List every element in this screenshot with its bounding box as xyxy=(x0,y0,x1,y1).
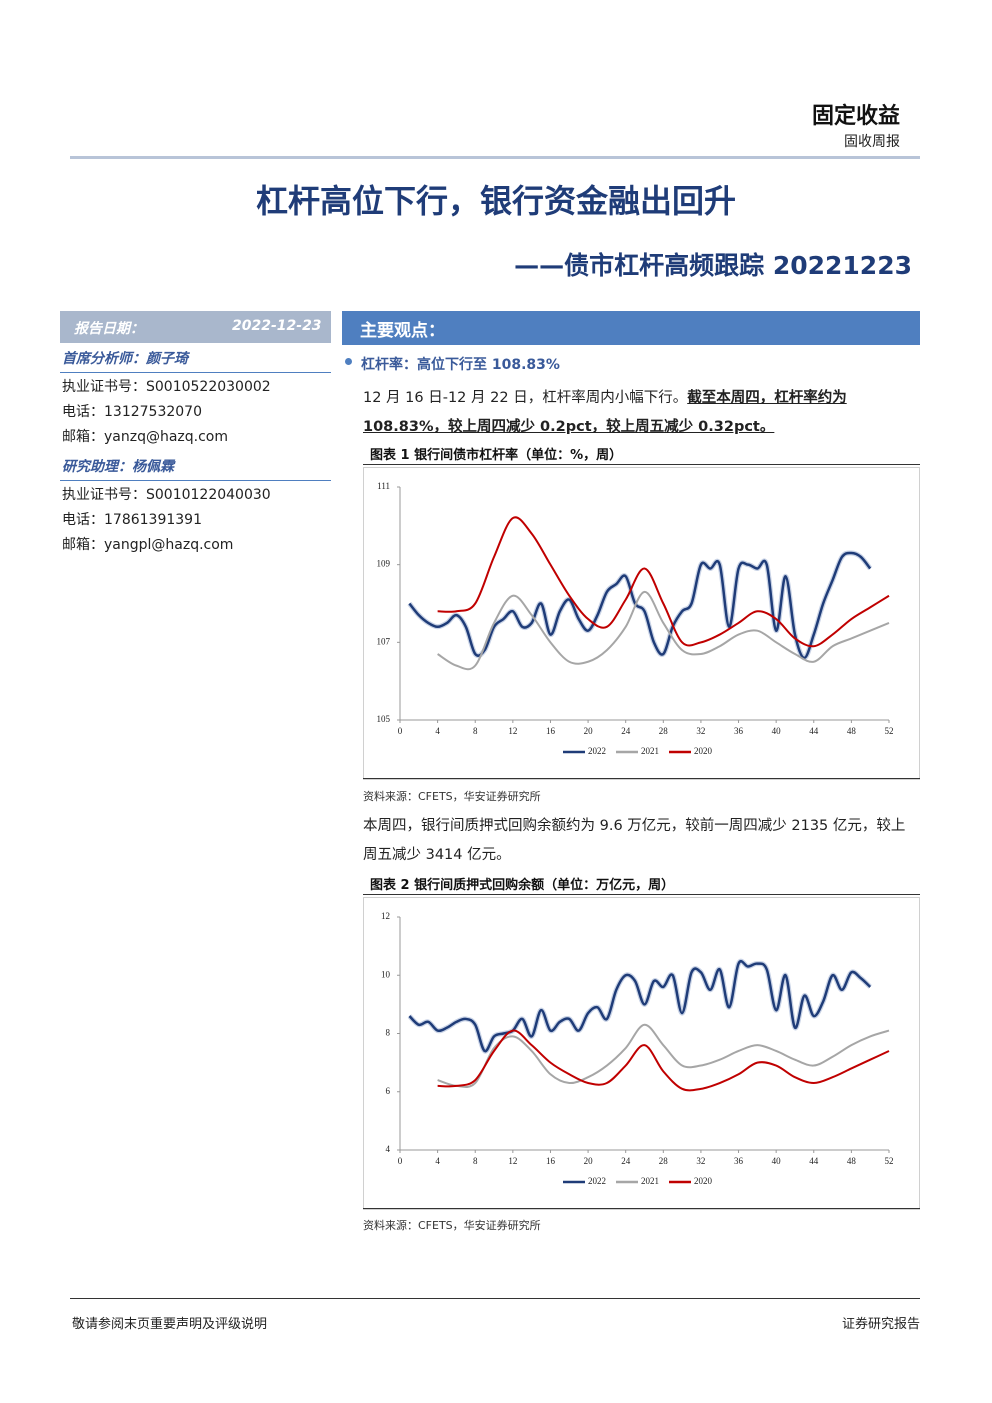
rule xyxy=(70,156,920,159)
phone: 电话：17861391391 xyxy=(62,512,202,528)
x-tick-label: 48 xyxy=(847,726,857,736)
caption-box xyxy=(363,440,920,465)
x-tick-label: 24 xyxy=(621,726,631,736)
line xyxy=(437,1023,890,1089)
chart-frame xyxy=(363,467,920,780)
y-tick-label: 6 xyxy=(386,1086,391,1096)
x-tick-label: 8 xyxy=(473,726,478,736)
legend-label: 2022 xyxy=(588,746,606,756)
line xyxy=(437,516,890,648)
x-tick-label: 52 xyxy=(885,726,894,736)
rule xyxy=(70,1298,920,1299)
email: 邮箱：yanzq@hazq.com xyxy=(62,429,229,445)
x-tick-label: 4 xyxy=(435,1156,440,1166)
x-tick-label: 16 xyxy=(546,1156,556,1166)
text: 12 月 16 日-12 月 22 日，杠杆率周内小幅下行。 xyxy=(363,390,688,406)
phone: 电话：13127532070 xyxy=(62,404,202,420)
caption: 图表 1 银行间债市杠杆率（单位：%，周） xyxy=(370,448,623,463)
caption-box xyxy=(363,870,920,895)
legend-label: 2021 xyxy=(641,746,659,756)
x-tick-label: 28 xyxy=(659,1156,669,1166)
x-tick-label: 44 xyxy=(809,726,819,736)
y-tick-label: 8 xyxy=(386,1028,391,1038)
source: 资料来源：CFETS，华安证券研究所 xyxy=(363,790,541,803)
x-tick-label: 44 xyxy=(809,1156,819,1166)
heading-band xyxy=(342,311,920,345)
email: 邮箱：yangpl@hazq.com xyxy=(62,537,234,553)
x-tick-label: 36 xyxy=(734,726,744,736)
y-tick-label: 111 xyxy=(377,481,390,491)
y-tick-label: 12 xyxy=(381,911,390,921)
analyst: 首席分析师：颜子琦 xyxy=(62,351,188,367)
y-tick-label: 10 xyxy=(381,969,391,979)
chart-frame xyxy=(363,897,920,1210)
date-band xyxy=(60,311,331,343)
y-tick-label: 4 xyxy=(386,1144,391,1154)
x-tick-label: 0 xyxy=(398,1156,403,1166)
footer-right: 证券研究报告 xyxy=(841,1317,920,1332)
subsection: 固收周报 xyxy=(844,134,900,150)
bullet-dot xyxy=(345,358,352,365)
line xyxy=(408,551,872,660)
x-tick-label: 36 xyxy=(734,1156,744,1166)
assistant: 研究助理：杨佩霖 xyxy=(62,459,174,475)
date-label: 报告日期： xyxy=(74,321,144,337)
section: 固定收益 xyxy=(811,104,900,129)
rule xyxy=(363,1208,920,1209)
x-tick-label: 48 xyxy=(847,1156,857,1166)
x-tick-label: 4 xyxy=(435,726,440,736)
bullet: 杠杆率：高位下行至 108.83% xyxy=(361,357,560,373)
caption: 图表 2 银行间质押式回购余额（单位：万亿元，周） xyxy=(370,878,675,893)
x-tick-label: 0 xyxy=(398,726,403,736)
x-tick-label: 28 xyxy=(659,726,669,736)
x-tick-label: 8 xyxy=(473,1156,478,1166)
x-tick-label: 40 xyxy=(772,726,782,736)
paragraph: 本周四，银行间质押式回购余额约为 9.6 万亿元，较前一周四减少 2135 亿元… xyxy=(363,818,906,863)
x-tick-label: 24 xyxy=(621,1156,631,1166)
title: 杠杆高位下行，银行资金融出回升 xyxy=(255,182,736,220)
rule xyxy=(60,480,331,481)
legend-label: 2020 xyxy=(694,746,713,756)
x-tick-label: 32 xyxy=(696,1156,705,1166)
heading: 主要观点： xyxy=(360,321,445,341)
x-tick-label: 40 xyxy=(772,1156,782,1166)
legend-label: 2022 xyxy=(588,1176,606,1186)
rule xyxy=(60,372,331,373)
y-tick-label: 107 xyxy=(377,636,391,646)
line xyxy=(408,959,872,1053)
y-tick-label: 109 xyxy=(377,559,391,569)
x-tick-label: 12 xyxy=(508,726,517,736)
cert: 执业证书号：S0010122040030 xyxy=(62,487,271,503)
cert: 执业证书号：S0010522030002 xyxy=(62,379,271,395)
x-tick-label: 12 xyxy=(508,1156,517,1166)
x-tick-label: 32 xyxy=(696,726,705,736)
x-tick-label: 52 xyxy=(885,1156,894,1166)
legend-label: 2020 xyxy=(694,1176,713,1186)
paragraph: 12 月 16 日-12 月 22 日，杠杆率周内小幅下行。截至本周四，杠杆率约… xyxy=(363,384,903,442)
emphasis: 截至本周四，杠杆率约为 108.83%，较上周四减少 0.2pct，较上周五减少… xyxy=(363,390,847,435)
x-tick-label: 20 xyxy=(584,726,594,736)
subtitle: ——债市杠杆高频跟踪 20221223 xyxy=(514,251,912,280)
line xyxy=(437,1029,890,1092)
x-tick-label: 16 xyxy=(546,726,556,736)
footer-left: 敬请参阅末页重要声明及评级说明 xyxy=(72,1317,268,1332)
line xyxy=(437,590,890,671)
source: 资料来源：CFETS，华安证券研究所 xyxy=(363,1219,541,1232)
legend-label: 2021 xyxy=(641,1176,659,1186)
y-tick-label: 105 xyxy=(377,714,391,724)
date: 2022-12-23 xyxy=(232,318,322,334)
x-tick-label: 20 xyxy=(584,1156,594,1166)
rule xyxy=(363,778,920,779)
